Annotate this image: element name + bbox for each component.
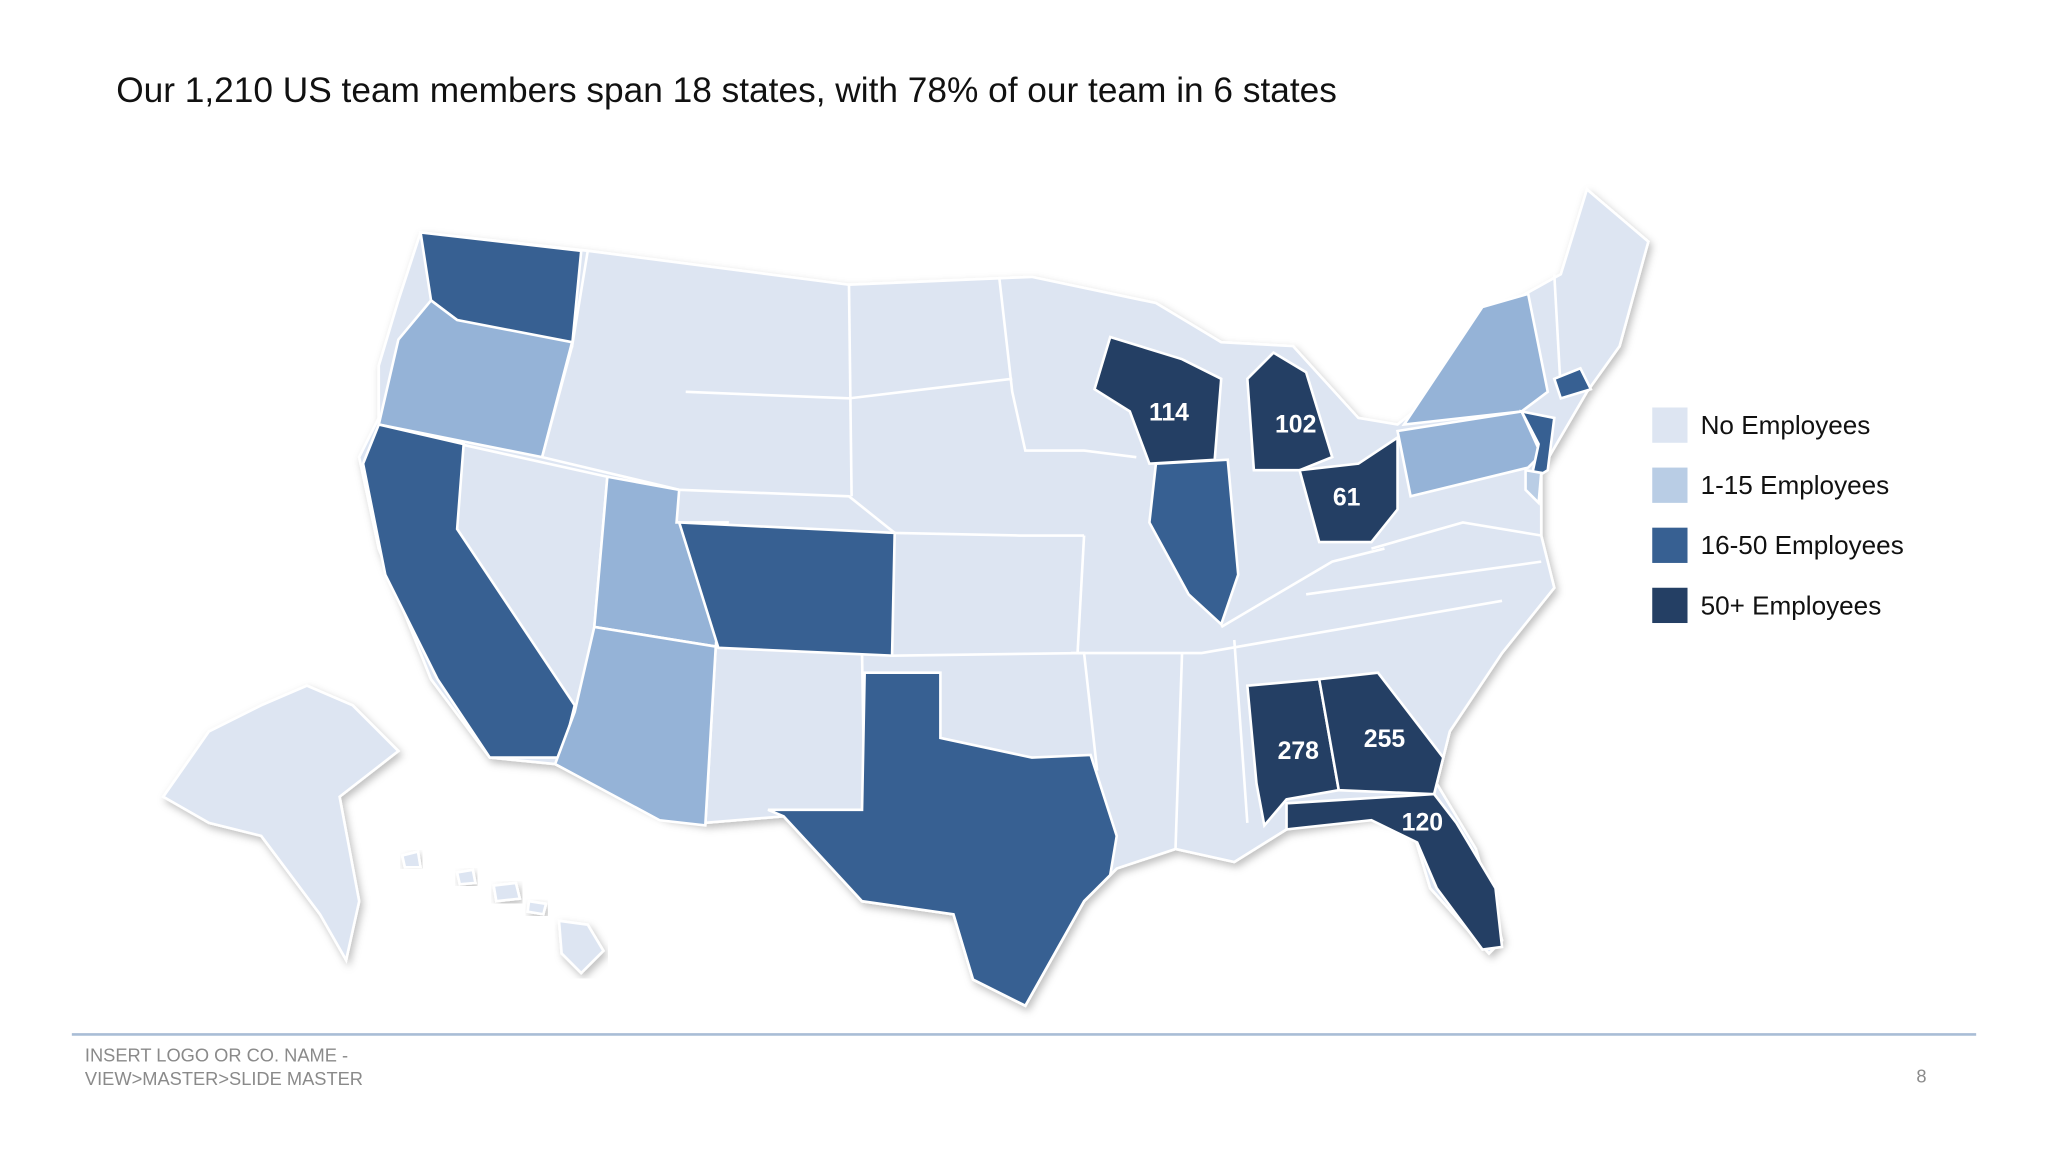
slide-title: Our 1,210 US team members span 18 states…	[116, 71, 1337, 110]
state	[1297, 435, 1399, 544]
state	[1317, 671, 1445, 796]
state-label: 102	[1275, 411, 1316, 438]
state-border	[1232, 639, 1249, 823]
state-border	[847, 284, 853, 497]
land	[492, 881, 522, 903]
state-border	[997, 276, 1137, 459]
state	[1092, 335, 1223, 466]
legend: No Employees 1-15 Employees 16-50 Employee…	[1652, 407, 1904, 624]
state	[377, 298, 574, 459]
land	[526, 899, 548, 916]
state	[1246, 351, 1334, 472]
state-label: 114	[1149, 400, 1189, 427]
state-border	[1076, 535, 1086, 654]
legend-label: 16-50 Employees	[1701, 530, 1904, 560]
footer-company: VIEW>MASTER>SLIDE MASTER	[85, 1068, 363, 1089]
footer-company: INSERT LOGO OR CO. NAME -	[85, 1044, 348, 1065]
legend-label: 50+ Employees	[1701, 590, 1882, 620]
state	[1285, 792, 1504, 951]
legend-swatch	[1652, 407, 1688, 443]
us-map: 114 102 61 278 255 120	[161, 187, 1650, 1008]
state	[553, 625, 718, 827]
state	[677, 521, 897, 658]
state	[361, 422, 577, 759]
state-border	[685, 377, 1013, 400]
legend-label: 1-15 Employees	[1701, 470, 1890, 500]
land	[400, 849, 423, 869]
land	[455, 868, 477, 886]
land	[557, 919, 606, 975]
state	[1401, 292, 1550, 427]
page-number: 8	[1916, 1065, 1926, 1086]
legend-swatch	[1652, 587, 1688, 624]
state-border	[1220, 547, 1385, 629]
state-label: 61	[1333, 484, 1361, 511]
state	[1148, 458, 1240, 627]
land	[161, 684, 401, 964]
legend-label: No Employees	[1701, 410, 1871, 440]
state-border	[1552, 274, 1563, 392]
state-border	[1305, 560, 1542, 596]
state-border	[1174, 653, 1184, 850]
state	[767, 671, 1119, 1008]
state	[1524, 468, 1543, 506]
state-label: 255	[1364, 726, 1406, 753]
state-label: 278	[1278, 738, 1320, 765]
state-label: 120	[1402, 810, 1443, 837]
state	[1552, 366, 1593, 400]
state-border	[1371, 521, 1542, 550]
legend-swatch	[1652, 467, 1688, 503]
legend-swatch	[1652, 527, 1688, 563]
state-border	[1071, 599, 1503, 655]
